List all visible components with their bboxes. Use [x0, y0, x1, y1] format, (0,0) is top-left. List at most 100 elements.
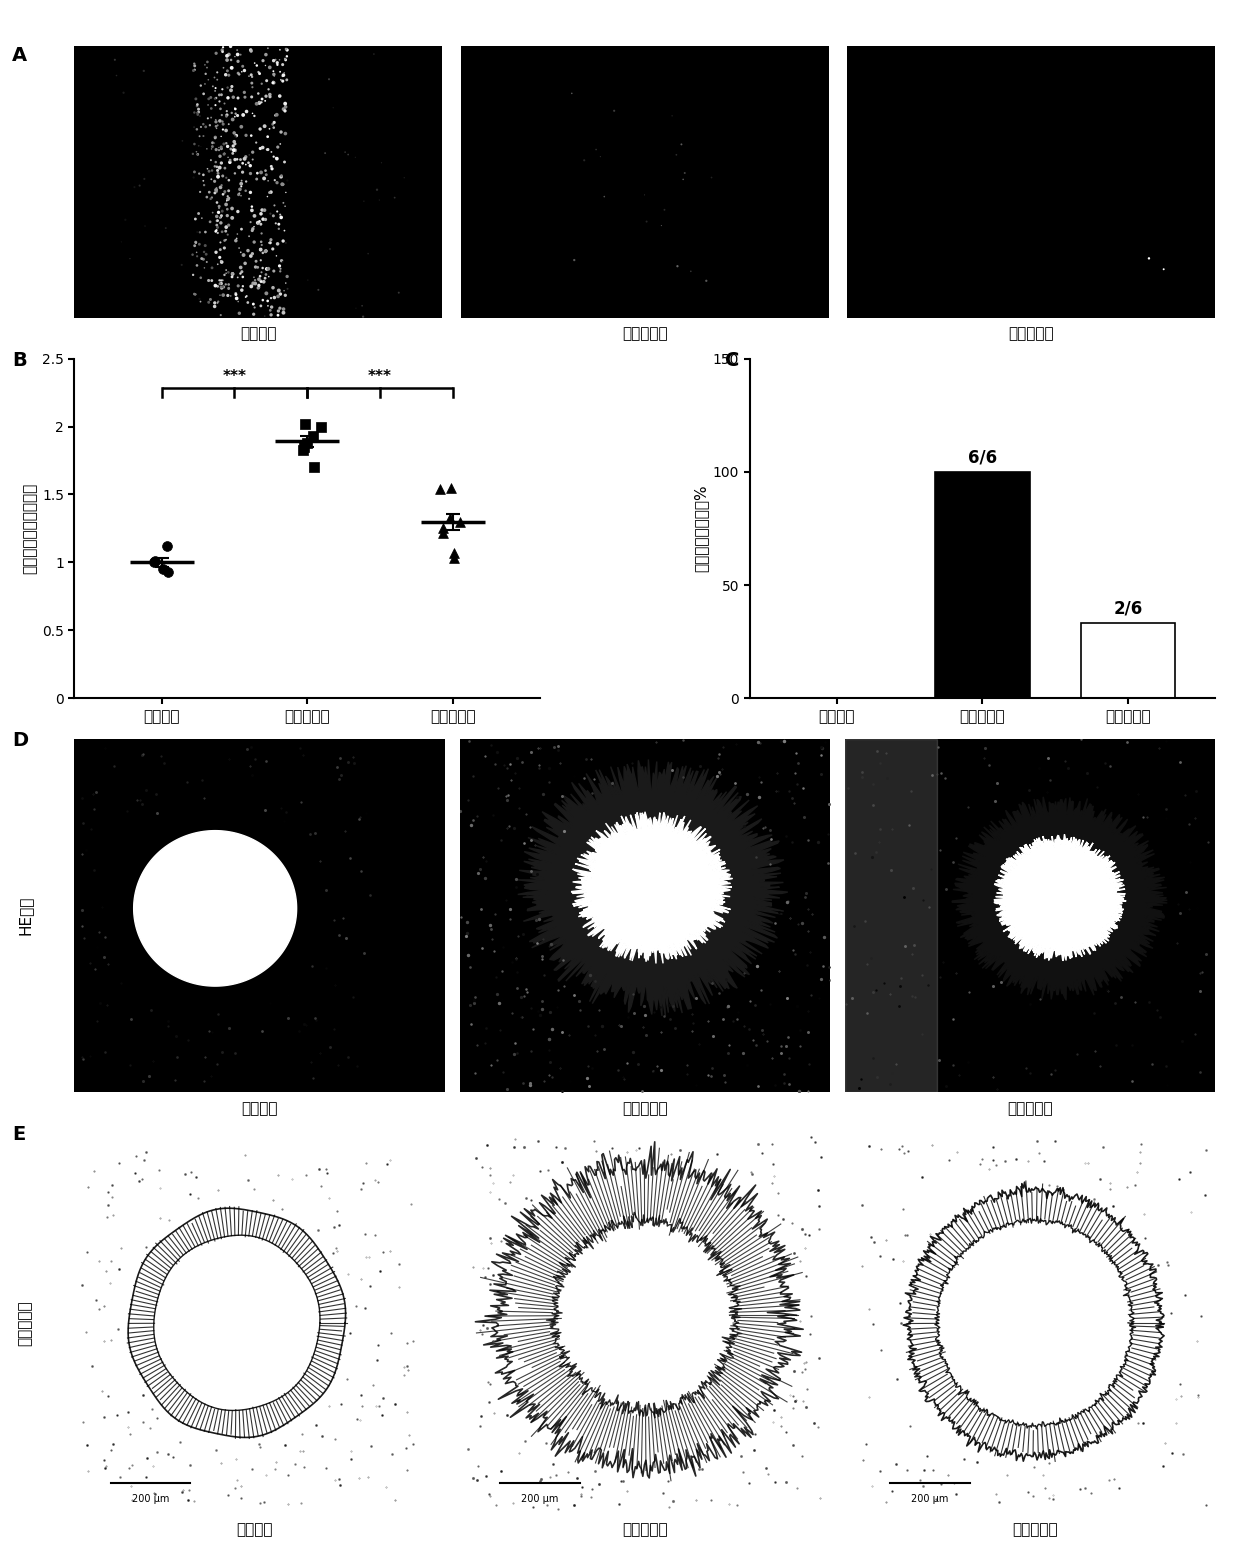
Point [185, 54, 205, 79]
Point [274, 60, 294, 85]
Point [226, 283, 246, 307]
Point [229, 154, 249, 179]
Point [228, 266, 248, 290]
Point [231, 255, 250, 279]
Point [243, 100, 263, 125]
Point [274, 296, 294, 321]
Point [270, 259, 290, 284]
Text: 6/6: 6/6 [968, 448, 997, 466]
Point [249, 273, 269, 298]
Point [243, 241, 263, 266]
Point [265, 103, 285, 128]
Point [269, 253, 289, 278]
Point [206, 273, 226, 298]
Point [238, 238, 258, 262]
Point [207, 190, 227, 215]
Point [294, 434, 314, 459]
Point [242, 62, 262, 86]
Point [278, 37, 298, 62]
Text: D: D [12, 730, 29, 750]
Point [193, 162, 213, 187]
Point [207, 179, 227, 204]
Point [250, 293, 270, 318]
Point [226, 137, 246, 162]
Point [210, 196, 229, 221]
Point [268, 298, 288, 323]
Point [227, 147, 247, 171]
Point [574, 148, 594, 173]
Point [107, 63, 126, 88]
Point [182, 242, 202, 267]
Point [236, 284, 255, 309]
Point [270, 59, 290, 83]
Point [184, 165, 203, 190]
Point [254, 114, 274, 139]
Point [259, 181, 279, 205]
Point [655, 198, 675, 222]
Point [215, 262, 234, 287]
Point [264, 144, 284, 168]
Point [353, 304, 373, 329]
Point [232, 278, 252, 303]
Point [228, 199, 248, 224]
Point [202, 269, 222, 293]
Point [212, 204, 232, 229]
Point [222, 100, 242, 125]
Point [253, 287, 273, 312]
Point [187, 102, 207, 127]
Point [186, 230, 206, 255]
Point [223, 107, 243, 131]
Point [227, 222, 247, 247]
Point [303, 423, 322, 448]
Point [238, 150, 258, 174]
Point [249, 267, 269, 292]
Point [277, 230, 296, 255]
Point [224, 130, 244, 154]
Point [236, 153, 255, 178]
Point [187, 239, 207, 264]
Point [187, 142, 207, 167]
Point [260, 227, 280, 252]
Point [244, 51, 264, 76]
Point [195, 71, 215, 96]
Point [236, 85, 255, 110]
Point [219, 185, 239, 210]
Point [212, 136, 232, 161]
Point [215, 179, 234, 204]
Point [257, 162, 277, 187]
Point [213, 36, 233, 60]
Point [394, 165, 414, 190]
Point [213, 275, 233, 300]
Point [268, 199, 288, 224]
Point [212, 199, 232, 224]
Point [269, 278, 289, 303]
Point [216, 227, 236, 252]
Point [250, 238, 270, 262]
Point [224, 120, 244, 145]
Point [244, 230, 264, 255]
Point [272, 205, 291, 230]
Point [346, 145, 366, 170]
Point [192, 245, 212, 270]
Point [215, 181, 234, 205]
Point [384, 185, 404, 210]
Point [270, 281, 290, 306]
Point [272, 120, 291, 145]
Point [263, 59, 283, 83]
Text: 环黄茩醇组: 环黄茩醇组 [1007, 1101, 1053, 1116]
Point [186, 283, 206, 307]
Point [255, 159, 275, 184]
Point [223, 134, 243, 159]
Point [210, 195, 229, 219]
Point [265, 48, 285, 73]
Point [246, 255, 265, 279]
Polygon shape [952, 797, 1167, 1001]
Point [389, 281, 409, 306]
Point [278, 168, 298, 193]
Point [227, 225, 247, 250]
Text: A: A [12, 46, 27, 65]
Point [239, 224, 259, 249]
Point [296, 431, 316, 455]
Point [205, 86, 224, 111]
Point [233, 151, 253, 176]
